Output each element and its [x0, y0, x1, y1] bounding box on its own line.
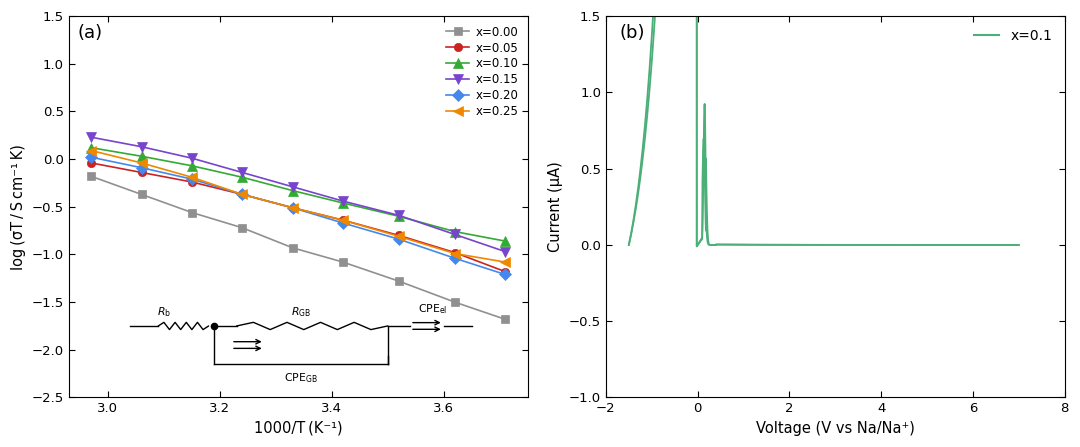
x=0.00: [337, 259, 350, 265]
x=0.10: [337, 200, 350, 206]
x=0.05: [135, 170, 148, 175]
x=0.00: [448, 299, 461, 305]
x=0.05: [337, 217, 350, 223]
x=0.05: [499, 269, 512, 274]
x=0.20: [448, 256, 461, 261]
x=0.00: [499, 316, 512, 322]
x=0.15: [448, 232, 461, 237]
x=0.15: [84, 135, 97, 140]
x=0.00: [392, 278, 405, 284]
x=0.25: [392, 234, 405, 239]
x=0.25: [235, 192, 248, 197]
X-axis label: Voltage (V vs Na/Na⁺): Voltage (V vs Na/Na⁺): [756, 421, 915, 436]
x=0.00: [84, 173, 97, 179]
x=0.05: [392, 233, 405, 238]
Line: x=0.10: x=0.10: [86, 143, 510, 246]
x=0.20: [337, 220, 350, 226]
x=0.05: [286, 205, 299, 211]
x=0.05: [235, 192, 248, 197]
Y-axis label: Current (μA): Current (μA): [549, 161, 564, 252]
Text: $R_\mathrm{GB}$: $R_\mathrm{GB}$: [291, 305, 311, 319]
Text: (b): (b): [620, 24, 645, 42]
x=0.10: [392, 214, 405, 219]
x=0.10: [286, 188, 299, 193]
Text: CPE$_\mathrm{el}$: CPE$_\mathrm{el}$: [418, 303, 447, 316]
x=0.05: [84, 160, 97, 166]
x=0.00: [235, 225, 248, 231]
Line: x=0.00: x=0.00: [87, 172, 510, 324]
Text: (a): (a): [78, 24, 103, 42]
Line: x=0.25: x=0.25: [86, 146, 510, 267]
x=0.10: [499, 238, 512, 244]
x=0.15: [135, 144, 148, 149]
Text: $R_\mathrm{b}$: $R_\mathrm{b}$: [157, 305, 171, 319]
x=0.20: [499, 272, 512, 277]
x=0.20: [235, 192, 248, 197]
x=0.20: [392, 236, 405, 242]
x=0.15: [337, 198, 350, 204]
x=0.15: [286, 184, 299, 190]
Legend: x=0.00, x=0.05, x=0.10, x=0.15, x=0.20, x=0.25: x=0.00, x=0.05, x=0.10, x=0.15, x=0.20, …: [442, 22, 522, 122]
x=0.10: [186, 163, 199, 169]
x=0.10: [135, 154, 148, 159]
x=0.25: [186, 175, 199, 180]
x=0.15: [499, 249, 512, 254]
x=0.20: [286, 205, 299, 211]
Line: x=0.20: x=0.20: [87, 153, 510, 278]
Line: x=0.15: x=0.15: [86, 132, 510, 257]
x=0.20: [84, 155, 97, 160]
x=0.25: [448, 251, 461, 256]
x=0.05: [448, 250, 461, 255]
Legend: x=0.1: x=0.1: [969, 23, 1057, 48]
x=0.20: [186, 177, 199, 182]
x=0.10: [84, 145, 97, 150]
Text: CPE$_\mathrm{GB}$: CPE$_\mathrm{GB}$: [284, 371, 318, 384]
x=0.00: [186, 210, 199, 215]
x=0.05: [186, 179, 199, 185]
Line: x=0.05: x=0.05: [87, 159, 510, 276]
x=0.15: [186, 156, 199, 161]
x=0.00: [135, 192, 148, 197]
Y-axis label: log (σT / S cm⁻¹ K): log (σT / S cm⁻¹ K): [11, 144, 26, 270]
x=0.10: [448, 229, 461, 234]
x=0.25: [286, 205, 299, 211]
X-axis label: 1000/T (K⁻¹): 1000/T (K⁻¹): [254, 421, 342, 436]
x=0.00: [286, 245, 299, 250]
x=0.25: [499, 259, 512, 265]
x=0.15: [235, 170, 248, 175]
x=0.10: [235, 175, 248, 180]
x=0.20: [135, 165, 148, 170]
x=0.25: [84, 148, 97, 153]
x=0.25: [337, 217, 350, 223]
x=0.15: [392, 213, 405, 218]
x=0.25: [135, 160, 148, 166]
